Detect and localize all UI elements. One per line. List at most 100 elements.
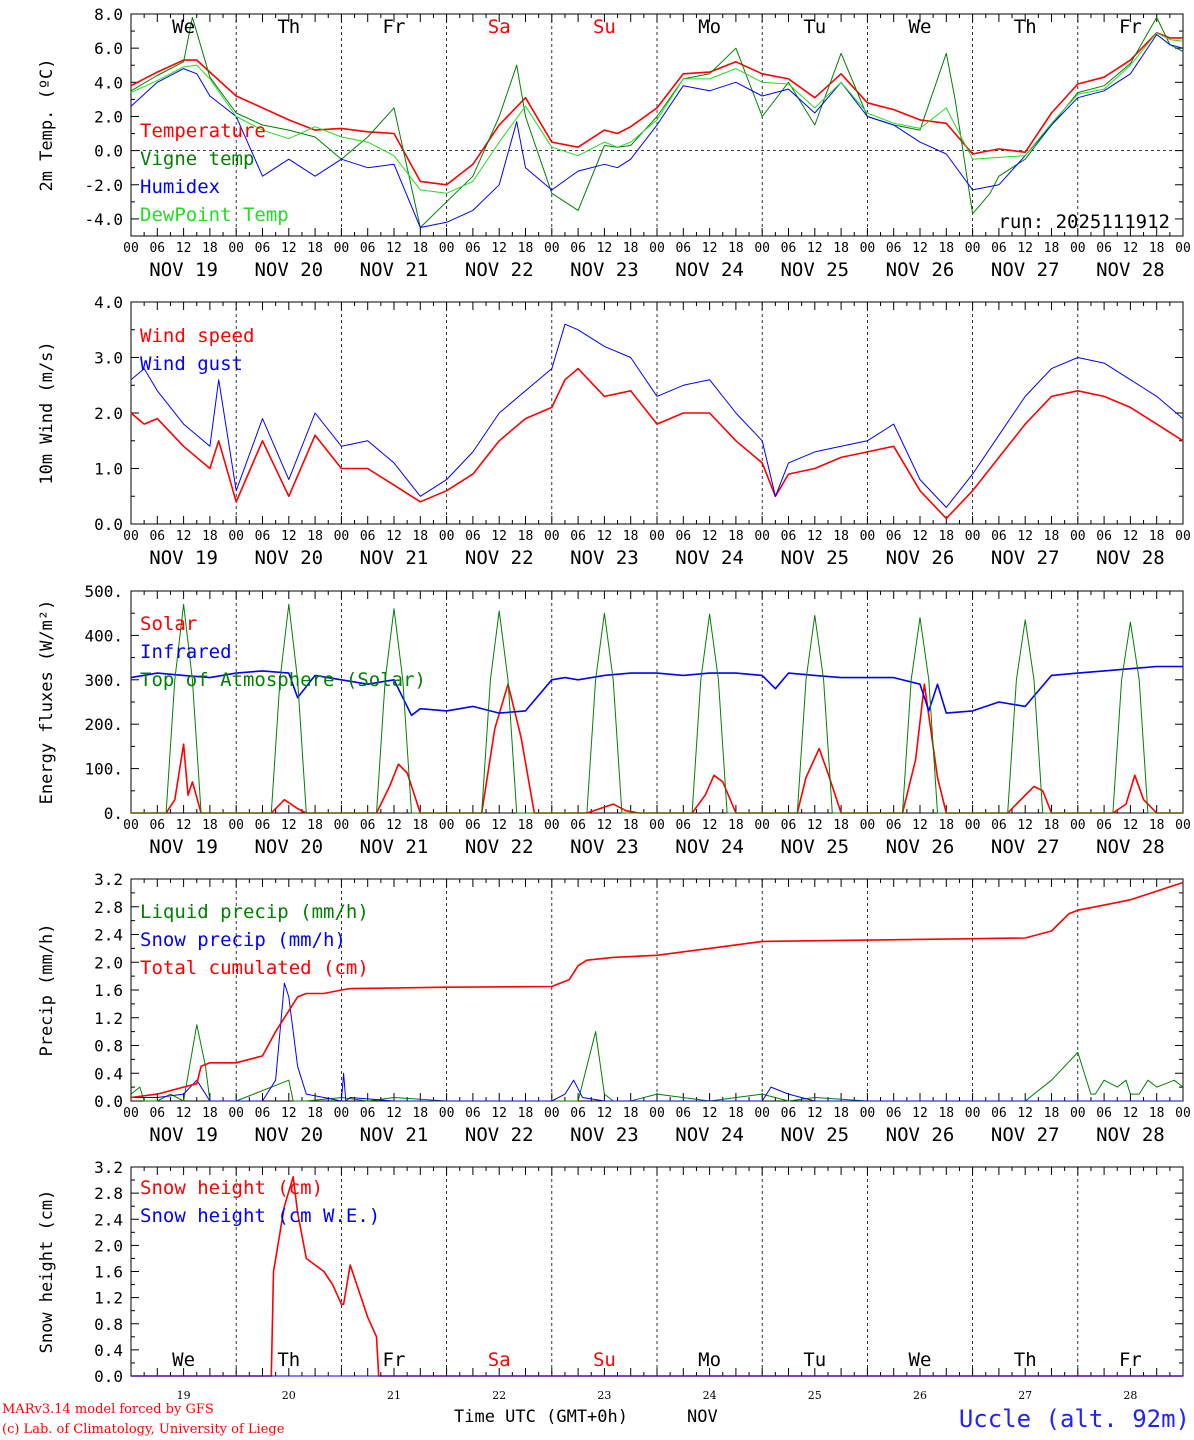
hour-tick-label: 18: [307, 1106, 323, 1121]
y-tick-label: 6.0: [94, 39, 123, 58]
legend-entry: Total cumulated (cm): [140, 957, 369, 979]
hour-tick-label: 12: [1123, 818, 1139, 833]
station-label: Uccle (alt. 92m): [959, 1405, 1190, 1433]
date-label: NOV 22: [465, 547, 534, 569]
y-tick-label: 2.0: [94, 1236, 123, 1255]
y-tick-label: 1.2: [94, 1289, 123, 1308]
series-line-dewpoint-temp: [130, 32, 1184, 194]
day-number-label: 24: [703, 1389, 717, 1402]
series-line-vigne-temp: [130, 16, 1184, 228]
hour-tick-label: 18: [1044, 241, 1060, 256]
legend-entry: Vigne temp: [140, 148, 254, 170]
y-tick-label: 0.0: [94, 1092, 123, 1111]
date-label: NOV 20: [254, 547, 323, 569]
y-tick-label: 0.0: [94, 515, 123, 534]
hour-tick-label: 00: [649, 818, 665, 833]
legend-entry: Snow precip (mm/h): [140, 929, 346, 951]
y-tick-label: 400.: [84, 626, 123, 645]
weekday-label: Su: [593, 16, 616, 38]
hour-tick-label: 00: [228, 529, 244, 544]
day-number-label: 21: [387, 1389, 401, 1402]
y-tick-label: 4.0: [94, 293, 123, 312]
hour-tick-label: 18: [623, 1106, 639, 1121]
hour-tick-label: 12: [597, 529, 613, 544]
date-label: NOV 25: [780, 836, 849, 858]
hour-tick-label: 06: [1096, 818, 1112, 833]
hour-tick-label: 00: [1175, 1106, 1191, 1121]
hour-tick-label: 06: [465, 1106, 481, 1121]
weekday-label: Sa: [488, 1349, 511, 1371]
x-axis-month: NOV: [687, 1407, 718, 1427]
y-tick-label: 1.6: [94, 1263, 123, 1282]
y-tick-label: 1.0: [94, 460, 123, 479]
hour-tick-label: 12: [702, 1106, 718, 1121]
hour-tick-label: 00: [860, 241, 876, 256]
date-label: NOV 28: [1096, 1124, 1165, 1146]
hour-tick-label: 06: [465, 818, 481, 833]
date-label: NOV 20: [254, 836, 323, 858]
hour-tick-label: 06: [570, 529, 586, 544]
hour-tick-label: 18: [1044, 1106, 1060, 1121]
hour-tick-label: 00: [544, 529, 560, 544]
hour-tick-label: 06: [991, 241, 1007, 256]
y-tick-label: 2.0: [94, 953, 123, 972]
chart-panel-3: 500. 400. 300. 200. 100. 0. Energy fluxes (W/m…: [37, 582, 1191, 858]
hour-tick-label: 18: [938, 241, 954, 256]
y-tick-label: -4.0: [84, 210, 123, 229]
date-label: NOV 23: [570, 1124, 639, 1146]
hour-tick-label: 00: [860, 529, 876, 544]
hour-tick-label: 00: [1070, 529, 1086, 544]
date-label: NOV 25: [780, 259, 849, 281]
weekday-label: Th: [277, 1349, 300, 1371]
legend-entry: DewPoint Temp: [140, 204, 289, 226]
hour-tick-label: 00: [649, 1106, 665, 1121]
hour-tick-label: 06: [570, 818, 586, 833]
date-label: NOV 28: [1096, 836, 1165, 858]
hour-tick-label: 12: [597, 818, 613, 833]
hour-tick-label: 18: [623, 818, 639, 833]
hour-tick-label: 18: [307, 241, 323, 256]
legend-entry: Top of Atmosphere (Solar): [140, 669, 426, 691]
y-tick-label: 3.2: [94, 1158, 123, 1177]
day-number-label: 25: [808, 1389, 822, 1402]
hour-tick-label: 12: [176, 241, 192, 256]
hour-tick-label: 12: [281, 818, 297, 833]
hour-tick-label: 18: [728, 1106, 744, 1121]
hour-tick-label: 00: [439, 241, 455, 256]
date-label: NOV 19: [149, 547, 218, 569]
hour-tick-label: 12: [912, 529, 928, 544]
y-tick-label: 3.0: [94, 349, 123, 368]
date-label: NOV 27: [991, 836, 1060, 858]
weekday-label: Fr: [1119, 1349, 1142, 1371]
date-label: NOV 23: [570, 547, 639, 569]
hour-tick-label: 00: [965, 241, 981, 256]
date-label: NOV 24: [675, 1124, 744, 1146]
date-label: NOV 24: [675, 836, 744, 858]
weekday-label: Su: [593, 1349, 616, 1371]
hour-tick-label: 18: [833, 818, 849, 833]
hour-tick-label: 06: [255, 1106, 271, 1121]
chart-panel-5: 3.2 2.8 2.4 2.0 1.6 1.2 0.8 0.4 0.0 Snow height (…: [37, 1158, 1184, 1402]
weekday-label: We: [172, 16, 195, 38]
hour-tick-label: 18: [518, 818, 534, 833]
y-axis-label: Energy fluxes (W/m²): [37, 600, 57, 805]
y-axis-label: 2m Temp. (ºC): [37, 58, 57, 191]
y-tick-label: 0.4: [94, 1064, 123, 1083]
hour-tick-label: 00: [1070, 818, 1086, 833]
y-tick-label: -2.0: [84, 176, 123, 195]
hour-tick-label: 18: [202, 529, 218, 544]
hour-tick-label: 12: [386, 1106, 402, 1121]
legend-entry: Wind gust: [140, 353, 243, 375]
hour-tick-label: 00: [544, 241, 560, 256]
date-label: NOV 22: [465, 259, 534, 281]
legend-entry: Liquid precip (mm/h): [140, 901, 369, 923]
date-label: NOV 21: [360, 836, 429, 858]
credit-line-2: (c) Lab. of Climatology, University of L…: [2, 1422, 285, 1437]
hour-tick-label: 12: [597, 1106, 613, 1121]
hour-tick-label: 00: [123, 818, 139, 833]
date-label: NOV 25: [780, 1124, 849, 1146]
date-label: NOV 19: [149, 1124, 218, 1146]
hour-tick-label: 18: [202, 1106, 218, 1121]
hour-tick-label: 12: [807, 1106, 823, 1121]
legend-entry: Temperature: [140, 120, 266, 142]
